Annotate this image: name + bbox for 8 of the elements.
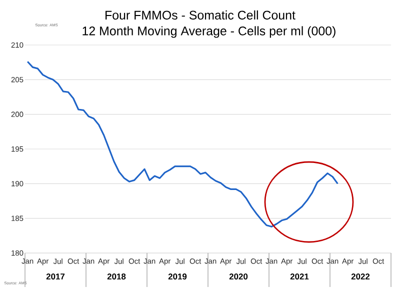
- x2-tick-label: 2017: [46, 274, 65, 280]
- x2-tick-label: 2021: [290, 274, 309, 280]
- x2-tick-label: 2022: [351, 274, 370, 280]
- x2-tick-label: 2020: [229, 274, 248, 280]
- chart-title: Four FMMOs - Somatic Cell Count: [106, 10, 296, 20]
- chart-subtitle: 12 Month Moving Average - Cells per ml (000): [82, 26, 336, 38]
- x2-tick-label: 2019: [168, 274, 187, 280]
- x2-tick-label: 2018: [107, 274, 126, 280]
